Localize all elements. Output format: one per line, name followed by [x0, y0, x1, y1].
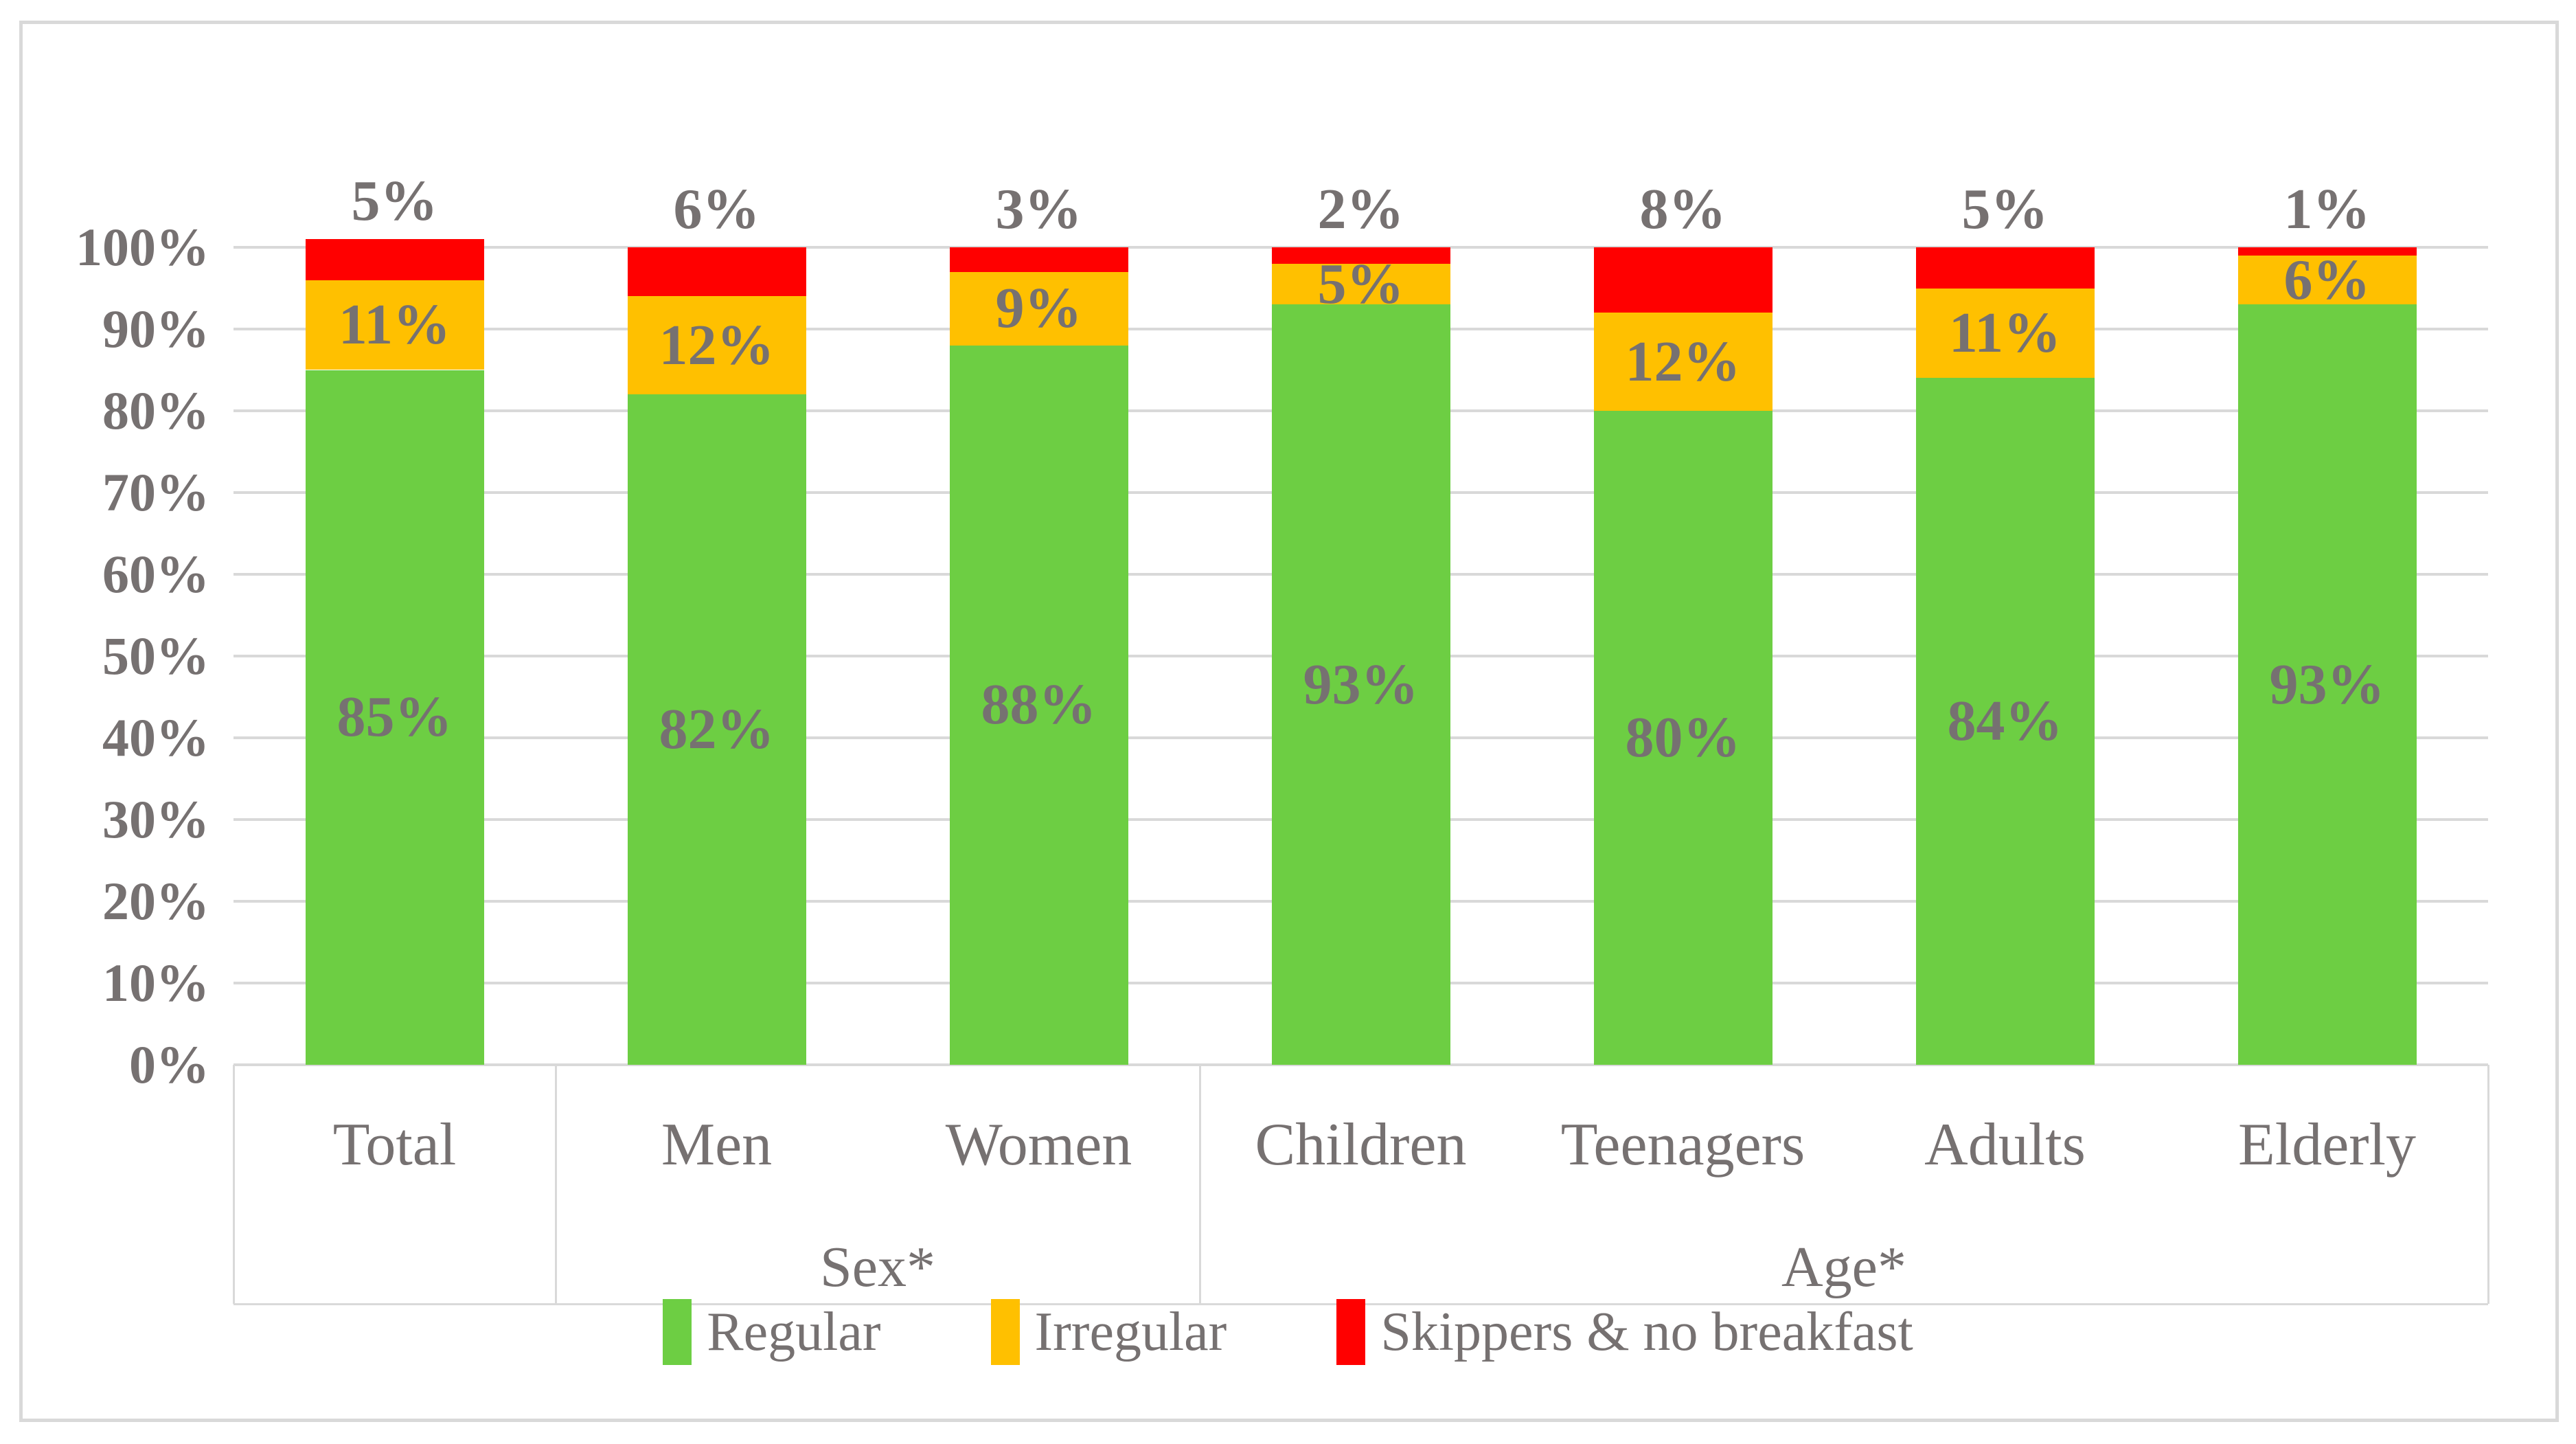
y-axis-tick-label: 20% — [102, 871, 209, 931]
data-label-top: 6% — [673, 177, 760, 241]
legend-item-irregular: Irregular — [990, 1299, 1227, 1365]
y-axis-tick-label: 10% — [102, 953, 209, 1013]
legend-swatch-icon — [1336, 1299, 1366, 1365]
legend-item-regular: Regular — [663, 1299, 881, 1365]
y-axis-tick-label: 60% — [102, 544, 209, 604]
bar-segment-regular — [2237, 304, 2417, 1065]
bar-segment-skippers-no-breakfast — [949, 247, 1128, 272]
data-label: 11% — [1948, 300, 2062, 365]
bar-segment-irregular — [1593, 313, 1773, 411]
bar-segment-irregular — [627, 296, 806, 395]
category-table-divider — [232, 1065, 235, 1304]
legend: Regular Irregular Skippers & no breakfast — [0, 1294, 2576, 1370]
bar-segment-skippers-no-breakfast — [1593, 247, 1773, 313]
group-label-age: Age* — [1781, 1235, 1906, 1299]
bar-segment-skippers-no-breakfast — [1915, 247, 2095, 289]
bar-segment-regular — [305, 370, 484, 1065]
legend-item-skippers-no-breakfast: Skippers & no breakfast — [1336, 1299, 1913, 1365]
y-axis-tick-label: 50% — [102, 626, 209, 686]
y-axis-tick-label: 90% — [102, 299, 209, 359]
bar-segment-regular — [1271, 304, 1450, 1065]
data-label-top: 5% — [351, 169, 438, 234]
data-label: 93% — [2269, 652, 2385, 717]
legend-label: Irregular — [1034, 1301, 1227, 1362]
data-label: 84% — [1947, 689, 2063, 754]
data-label-top: 2% — [1317, 177, 1404, 241]
bar-segment-irregular — [949, 271, 1128, 346]
data-label: 80% — [1625, 706, 1741, 769]
bar-segment-regular — [627, 394, 806, 1065]
legend-swatch-icon — [990, 1299, 1020, 1365]
bar-segment-skippers-no-breakfast — [627, 247, 806, 297]
data-label: 12% — [659, 313, 775, 377]
y-axis-tick-label: 40% — [102, 708, 209, 767]
bar-segment-regular — [1915, 378, 2095, 1065]
data-label-top: 5% — [1961, 177, 2049, 241]
data-label-top: 8% — [1639, 177, 1726, 241]
x-axis-label-men: Men — [661, 1112, 773, 1178]
bar-segment-skippers-no-breakfast — [2237, 247, 2417, 256]
x-axis-label-children: Children — [1255, 1112, 1467, 1178]
data-label: 5% — [1317, 251, 1404, 316]
group-label-sex: Sex* — [820, 1235, 935, 1299]
data-label: 6% — [2283, 247, 2371, 312]
bar-segment-skippers-no-breakfast — [305, 239, 484, 280]
bar-segment-regular — [1593, 411, 1773, 1065]
category-table-divider — [554, 1065, 557, 1304]
category-table-divider — [2487, 1065, 2489, 1304]
data-label: 11% — [338, 293, 451, 357]
bar-segment-irregular — [1915, 288, 2095, 379]
x-axis-label-teenagers: Teenagers — [1560, 1112, 1805, 1178]
data-label: 93% — [1303, 652, 1419, 717]
y-axis-tick-label: 70% — [102, 462, 209, 522]
y-axis-tick-label: 100% — [76, 217, 209, 277]
y-axis-tick-label: 80% — [102, 381, 209, 440]
gridline — [233, 1063, 2488, 1066]
chart-frame — [19, 21, 2559, 1422]
bar-segment-irregular — [2237, 255, 2417, 305]
category-table-divider — [1198, 1065, 1201, 1304]
data-label-top: 3% — [995, 177, 1082, 241]
data-label: 82% — [659, 697, 775, 762]
bar-segment-skippers-no-breakfast — [1271, 247, 1450, 264]
x-axis-label-adults: Adults — [1924, 1112, 2086, 1178]
data-label: 88% — [981, 673, 1097, 737]
legend-label: Regular — [707, 1301, 881, 1362]
legend-swatch-icon — [663, 1299, 692, 1365]
bar-segment-irregular — [1271, 263, 1450, 305]
y-axis-tick-label: 30% — [102, 789, 209, 849]
bar-segment-irregular — [305, 280, 484, 370]
data-label: 12% — [1625, 329, 1741, 394]
data-label: 9% — [995, 276, 1082, 341]
bar-segment-regular — [949, 345, 1128, 1065]
data-label: 85% — [337, 685, 453, 749]
y-axis-tick-label: 0% — [129, 1035, 209, 1094]
data-label-top: 1% — [2283, 177, 2371, 241]
x-axis-label-women: Women — [945, 1112, 1132, 1178]
x-axis-label-elderly: Elderly — [2237, 1112, 2416, 1178]
legend-label: Skippers & no breakfast — [1380, 1301, 1913, 1362]
x-axis-label-total: Total — [332, 1112, 457, 1178]
